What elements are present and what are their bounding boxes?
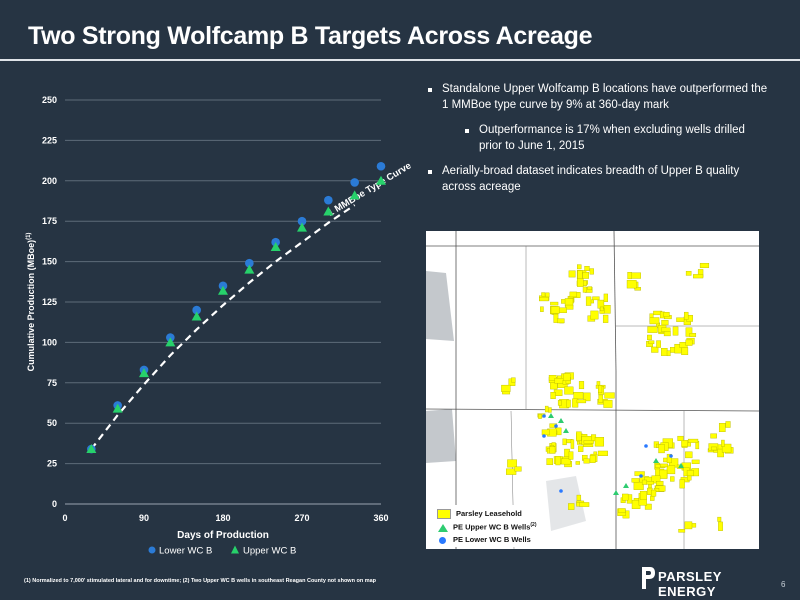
acreage-map-graphic xyxy=(426,231,759,549)
logo-mark-icon xyxy=(642,567,655,589)
x-axis-label: Days of Production xyxy=(177,530,269,541)
map-legend: Parsley Leasehold PE Upper WC B Wells(2)… xyxy=(431,505,548,547)
y-tick-label: 225 xyxy=(42,135,57,145)
x-tick-label: 180 xyxy=(215,513,230,523)
upper-wc-b-point xyxy=(191,311,202,321)
y-tick-label: 175 xyxy=(42,216,57,226)
upper-wc-b-point xyxy=(323,206,334,216)
x-tick-label: 270 xyxy=(294,513,309,523)
y-tick-label: 0 xyxy=(52,499,57,509)
logo-text: PARSLEY ENERGY xyxy=(658,569,722,599)
lower-wc-b-point xyxy=(324,195,333,205)
bullet-marker xyxy=(428,170,432,174)
bullet-list: Standalone Upper Wolfcamp B locations ha… xyxy=(428,82,768,205)
y-tick-label: 150 xyxy=(42,257,57,267)
upper-wc-b-point xyxy=(86,444,97,454)
y-tick-label: 200 xyxy=(42,176,57,186)
lower-wc-b-point xyxy=(245,258,254,268)
lower-wc-b-point xyxy=(297,216,307,226)
lower-wc-b-point xyxy=(350,178,359,187)
y-tick-label: 75 xyxy=(47,378,57,388)
x-tick-label: 90 xyxy=(139,513,149,523)
upper-wc-b-point xyxy=(165,337,176,347)
company-logo: PARSLEY ENERGY xyxy=(640,564,772,599)
upper-wc-b-point xyxy=(349,190,360,200)
upper-wc-b-point xyxy=(139,368,149,378)
legend-lower-label: Lower WC B xyxy=(159,546,212,557)
lower-wc-b-point xyxy=(376,161,386,171)
title-divider xyxy=(0,59,800,61)
upper-wc-b-point xyxy=(244,264,255,274)
triangle-icon xyxy=(438,523,448,532)
legend-upper-wells: PE Upper WC B Wells(2) xyxy=(437,522,537,532)
upper-wc-b-point xyxy=(112,403,123,413)
y-tick-label: 25 xyxy=(47,459,57,469)
bullet-2: Outperformance is 17% when excluding wel… xyxy=(465,123,768,154)
production-chart: 0 25 50 75 100 125 150 175 200 225 250 0 90 180 270 360… xyxy=(26,95,413,557)
upper-wc-b-point xyxy=(270,242,281,252)
x-tick-label: 0 xyxy=(62,513,67,523)
bullet-3: Aerially-broad dataset indicates breadth… xyxy=(428,164,768,195)
upper-wc-b-point xyxy=(376,175,386,185)
bullet-marker xyxy=(465,129,469,133)
page-title: Two Strong Wolfcamp B Targets Across Acr… xyxy=(28,22,593,50)
upper-wc-b-point xyxy=(218,285,228,295)
legend-leasehold: Parsley Leasehold xyxy=(437,509,522,520)
page-number: 6 xyxy=(781,580,786,589)
y-tick-label: 125 xyxy=(42,297,57,307)
legend-lower-marker xyxy=(148,546,156,554)
y-tick-label: 250 xyxy=(42,95,57,105)
bullet-marker xyxy=(428,88,432,92)
leasehold-swatch-icon xyxy=(437,509,451,520)
bullet-1: Standalone Upper Wolfcamp B locations ha… xyxy=(428,82,768,113)
y-tick-label: 50 xyxy=(47,418,57,428)
type-curve-annotation: 1 MMBoe Type Curve xyxy=(326,160,413,219)
bullet-3-text: Aerially-broad dataset indicates breadth… xyxy=(442,165,740,193)
bullet-2-text: Outperformance is 17% when excluding wel… xyxy=(479,124,745,152)
legend-upper-label: Upper WC B xyxy=(243,546,296,557)
legend-upper-marker xyxy=(231,545,239,554)
type-curve-line xyxy=(90,204,356,450)
lower-wc-b-point xyxy=(192,305,201,315)
circle-icon xyxy=(439,536,446,544)
acreage-map xyxy=(426,231,759,549)
x-tick-label: 360 xyxy=(373,513,388,523)
upper-wc-b-point xyxy=(297,222,307,232)
y-axis-label: Cumulative Production (MBoe)(1) xyxy=(26,233,36,372)
footnote: (1) Normalized to 7,000' stimulated late… xyxy=(24,578,377,584)
bullet-1-text: Standalone Upper Wolfcamp B locations ha… xyxy=(442,83,768,111)
legend-lower-wells: PE Lower WC B Wells xyxy=(437,535,531,544)
y-tick-label: 100 xyxy=(42,337,57,347)
